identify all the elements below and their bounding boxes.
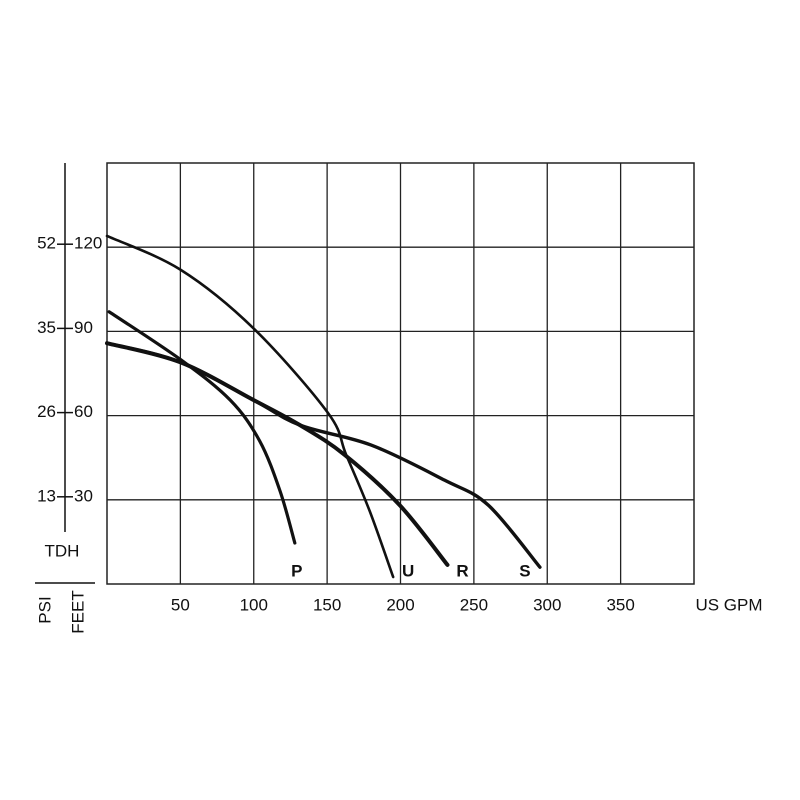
y-tick-label: 30 — [74, 486, 93, 505]
psi-tick-label: 35 — [37, 318, 56, 337]
y-tick-label: 120 — [74, 234, 102, 253]
pump-curve — [107, 310, 297, 545]
curve-label: P — [291, 561, 302, 580]
y-tick-label: 60 — [74, 402, 93, 421]
x-tick-label: 150 — [313, 595, 341, 614]
psi-tick-label: 26 — [37, 402, 56, 421]
x-tick-label: 50 — [171, 595, 190, 614]
y-axis-title: TDH — [45, 541, 80, 560]
x-tick-label: 250 — [460, 595, 488, 614]
psi-tick-label: 13 — [37, 486, 56, 505]
y-tick-label: 90 — [74, 318, 93, 337]
curve-label: R — [456, 561, 468, 580]
psi-tick-label: 52 — [37, 234, 56, 253]
pump-curve — [105, 341, 450, 567]
feet-label: FEET — [68, 590, 87, 633]
pump-curve — [105, 234, 395, 579]
x-tick-label: 350 — [606, 595, 634, 614]
curve-label: U — [402, 561, 414, 580]
x-tick-label: 300 — [533, 595, 561, 614]
pump-curve — [105, 341, 542, 569]
x-axis-title: US GPM — [695, 595, 762, 614]
curve-label: S — [519, 561, 530, 580]
x-tick-label: 200 — [386, 595, 414, 614]
x-tick-label: 100 — [240, 595, 268, 614]
psi-label: PSI — [35, 596, 54, 623]
